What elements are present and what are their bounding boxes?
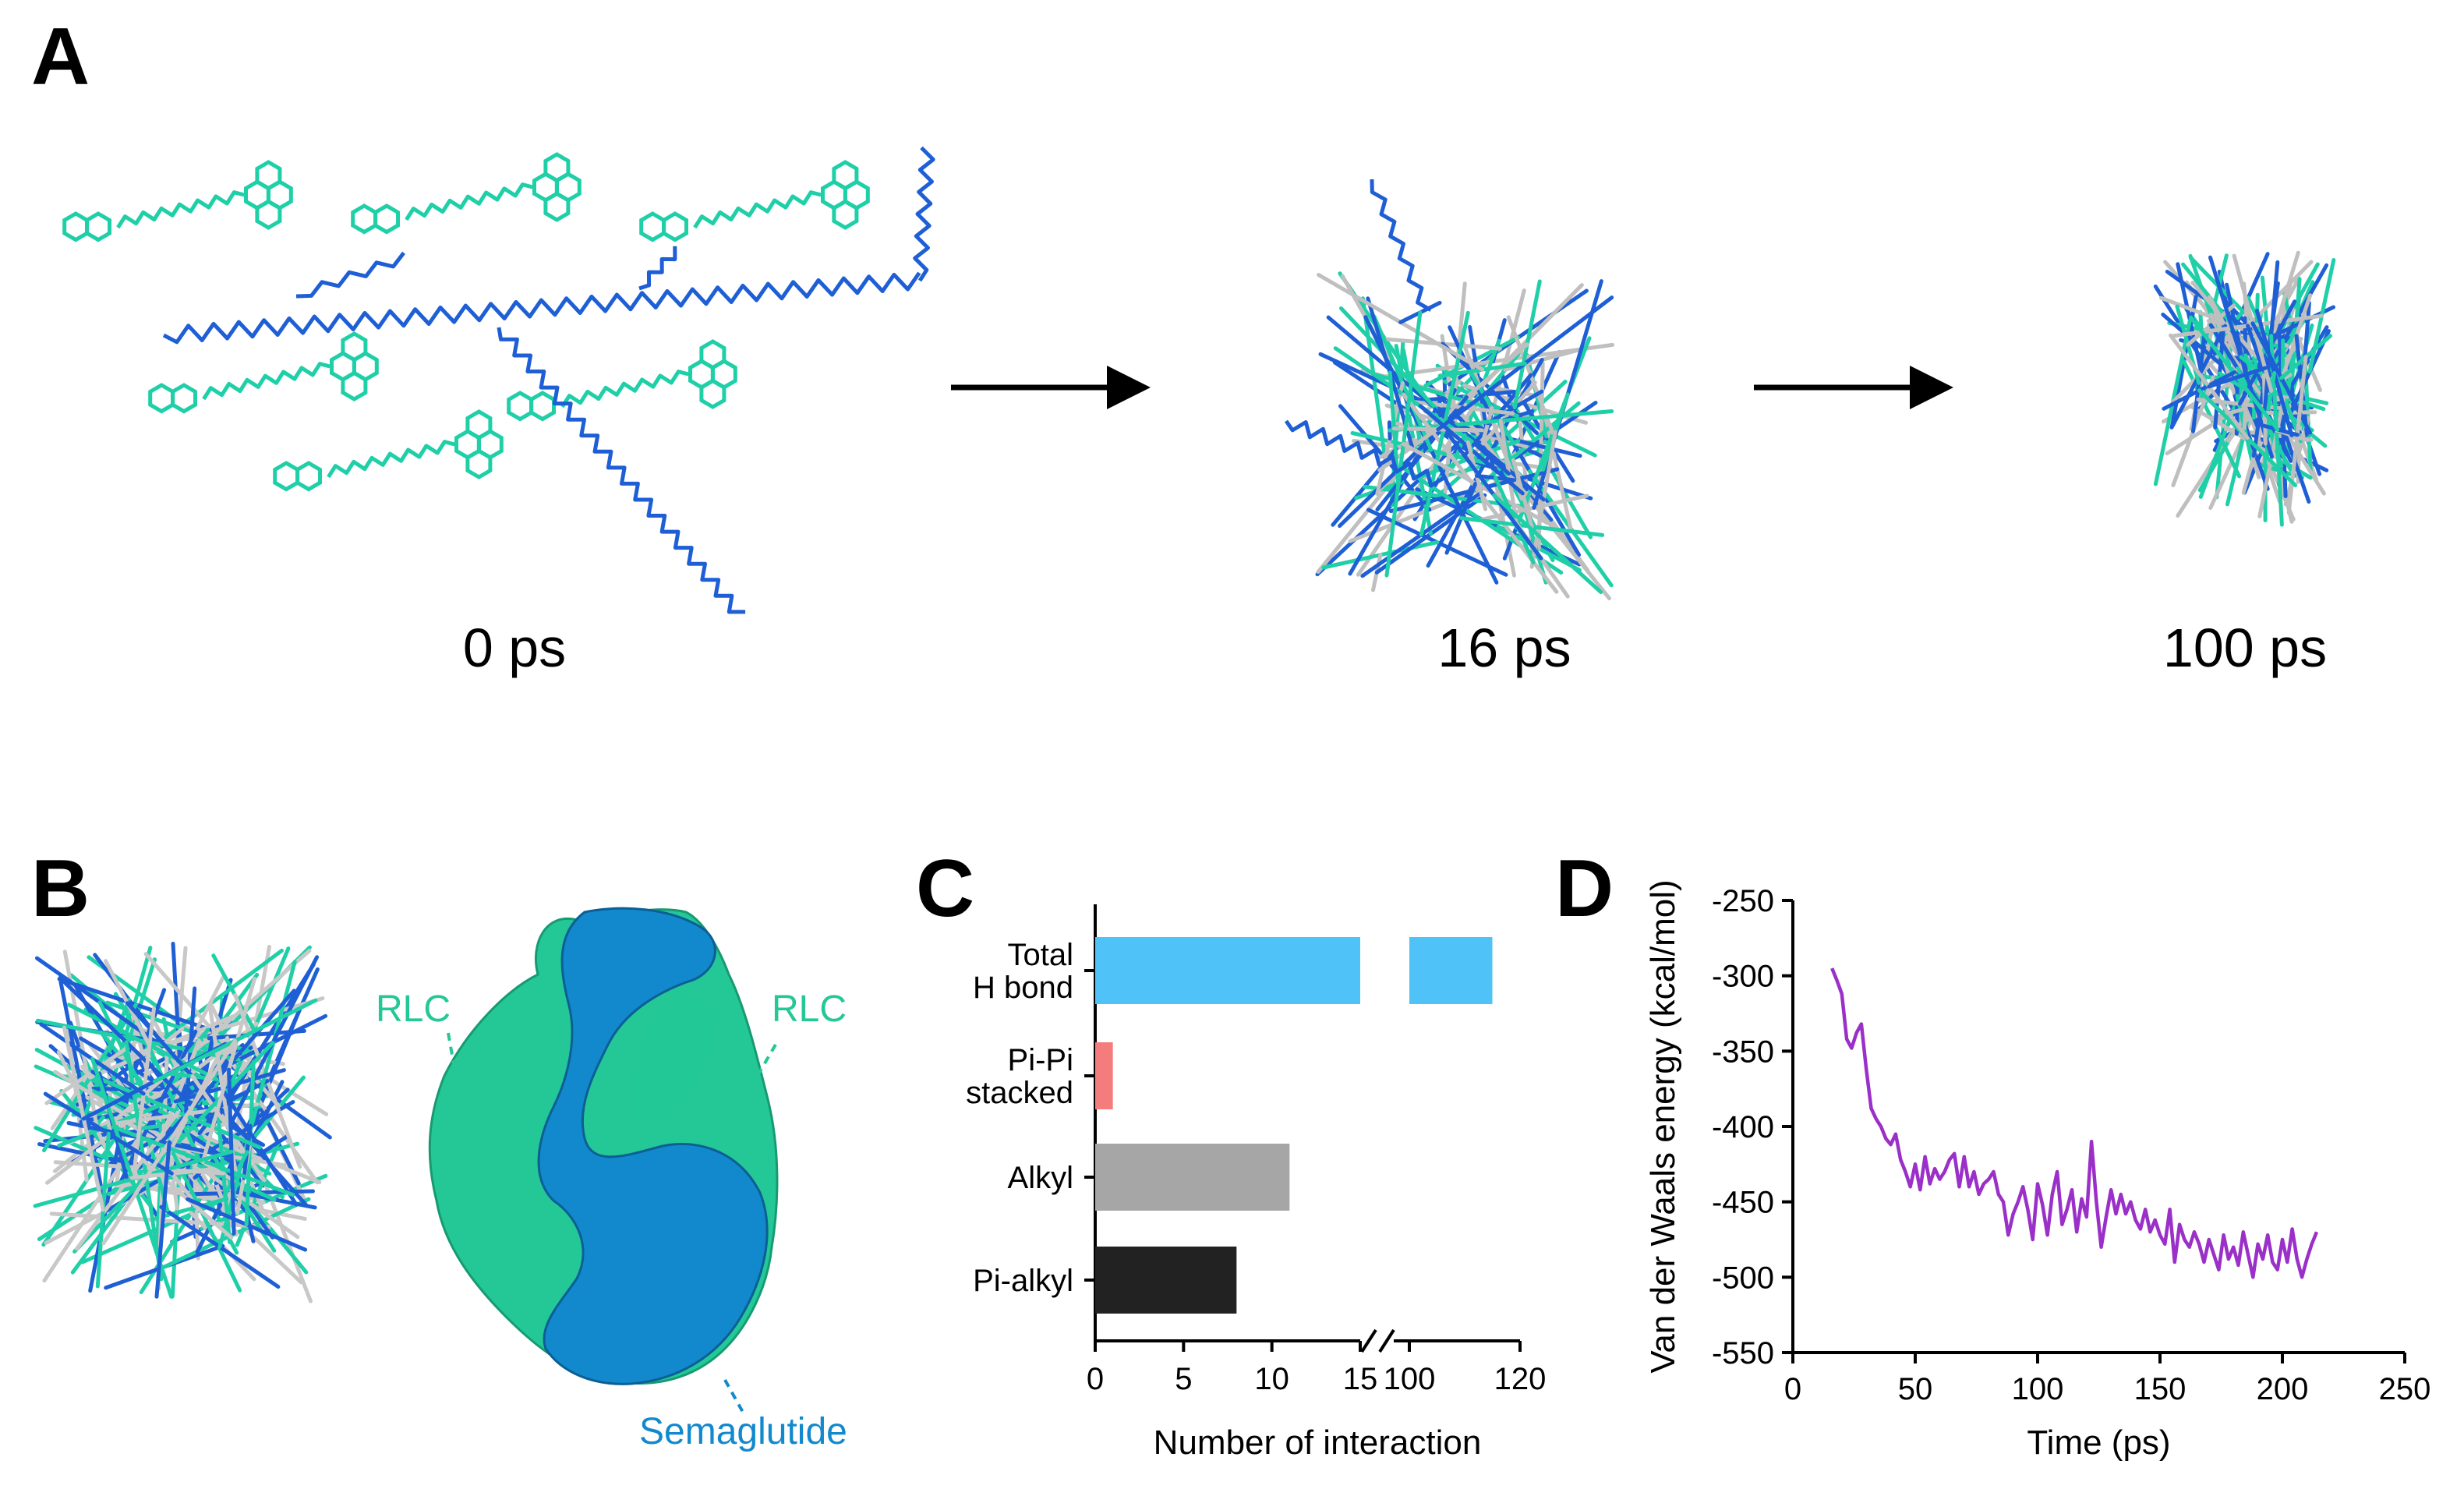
category-label: H bond [973,971,1073,1005]
time-label-100ps: 100 ps [2163,617,2327,678]
bond [154,1140,171,1299]
aromatic-ring [465,409,493,440]
peptide-branch [1370,179,1432,312]
panel-letter-a: A [31,12,90,102]
aromatic-ring [148,383,175,414]
panel-letter-d: D [1555,844,1614,934]
peptide-branch [1284,419,1446,488]
x-tick-label: 0 [1784,1372,1801,1406]
alkyl-chain [560,370,689,409]
panel-letter-c: C [916,844,974,934]
side-chain [638,246,677,291]
y-tick-label: -350 [1712,1035,1774,1069]
rlc-left-label: RLC [376,989,451,1030]
aromatic-ring [543,191,571,222]
x-axis-title: Number of interaction [1154,1424,1482,1462]
x-tick-label: 5 [1175,1362,1192,1396]
axis-break-mark [1378,1328,1395,1353]
aromatic-ring [85,211,111,242]
x-tick-label: 10 [1254,1362,1289,1396]
x-tick-label: 120 [1494,1362,1547,1396]
alkyl-chain [116,190,245,229]
aromatic-ring [341,370,368,401]
x-tick-label: 15 [1343,1362,1378,1396]
rlc-right-leader [747,1043,777,1093]
x-tick-label: 100 [2012,1372,2064,1406]
y-tick-label: -550 [1712,1336,1774,1371]
y-tick-label: -500 [1712,1261,1774,1295]
y-tick-label: -400 [1712,1110,1774,1144]
panel-letter-b: B [31,844,90,934]
category-label: Pi-alkyl [973,1264,1073,1298]
aromatic-ring [639,211,666,242]
x-tick-label: 150 [2134,1372,2186,1406]
aromatic-ring [62,211,90,242]
category-label: Pi-Pi [1008,1043,1073,1077]
aromatic-ring [295,461,322,492]
bond [2207,366,2268,389]
bar [1095,1042,1113,1109]
category-label: Total [1008,938,1074,972]
vdw-energy-line [1830,967,2319,1279]
aromatic-ring [255,160,282,191]
axis-break-mark [1360,1328,1377,1353]
aromatic-ring [832,160,859,191]
line-chart-vdw-energy: 0 50 100 150 200 250 -250 -300 -350 -400 -450 -500 -… [1644,879,2430,1462]
aromatic-ring [529,391,556,422]
aromatic-ring [171,383,197,414]
alkyl-chain [327,440,455,479]
surface-semaglutide [537,907,769,1385]
x-tick-label: 200 [2257,1372,2309,1406]
molecule-16ps [1284,179,1615,600]
x-tick-label: 0 [1087,1362,1104,1396]
semaglutide-label: Semaglutide [639,1411,847,1452]
bar [1095,1247,1237,1314]
aromatic-ring [373,203,400,235]
aromatic-ring [699,378,726,409]
peptide-backbone [497,327,746,614]
peptide-backbone [162,271,921,345]
bar-segment-1 [1095,937,1360,1004]
x-tick-label: 100 [1384,1362,1436,1396]
time-label-16ps: 16 ps [1437,617,1571,678]
x-tick-label: 250 [2379,1372,2431,1406]
x-axis-title: Time (ps) [2027,1424,2170,1462]
y-axis-title: Van der Waals energy (kcal/mol) [1644,879,1682,1373]
alkyl-chain [693,190,822,229]
time-label-0ps: 0 ps [463,617,566,678]
aromatic-ring [341,331,368,363]
aromatic-ring [507,391,534,422]
aromatic-ring [255,199,282,230]
molecule-100ps [2153,250,2336,527]
y-tick-label: -250 [1712,884,1774,918]
surface-model [428,907,779,1385]
x-tick-label: 50 [1898,1372,1933,1406]
stick-model-complex [33,942,332,1303]
aromatic-ring [662,211,688,242]
aromatic-ring [465,448,493,479]
category-label: stacked [966,1076,1073,1110]
bond [1492,493,1603,594]
bar-segment-2 [1409,937,1493,1004]
molecule-0ps [62,146,935,614]
bar [1095,1144,1290,1211]
alkyl-chain [202,362,331,401]
aromatic-ring [351,203,378,235]
aromatic-ring [832,199,859,230]
aromatic-ring [543,152,571,183]
peptide-backbone [913,146,935,282]
alkyl-chain [405,182,533,221]
side-chain [295,251,405,299]
semaglutide-leader [723,1379,746,1416]
rlc-right-label: RLC [772,989,847,1030]
bar-chart-interactions: 0 5 10 15 100 120 Number of interaction TotalH … [966,904,1546,1462]
rlc-left-leader [447,1032,461,1100]
y-tick-label: -300 [1712,960,1774,994]
category-label: Alkyl [1008,1161,1073,1195]
aromatic-ring [699,339,726,370]
aromatic-ring [273,461,300,492]
surface-rlc-stripe [629,996,712,1122]
y-tick-label: -450 [1712,1186,1774,1220]
